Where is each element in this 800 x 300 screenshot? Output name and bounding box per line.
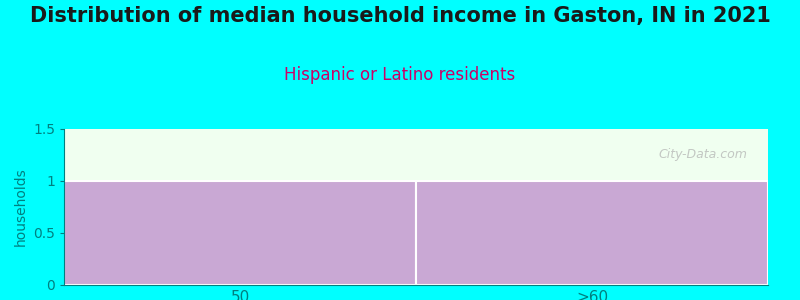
Bar (416, 181, 768, 285)
Text: City-Data.com: City-Data.com (658, 148, 747, 161)
Text: Distribution of median household income in Gaston, IN in 2021: Distribution of median household income … (30, 6, 770, 26)
Text: Hispanic or Latino residents: Hispanic or Latino residents (284, 66, 516, 84)
Bar (64, 181, 416, 285)
Y-axis label: households: households (14, 168, 27, 246)
